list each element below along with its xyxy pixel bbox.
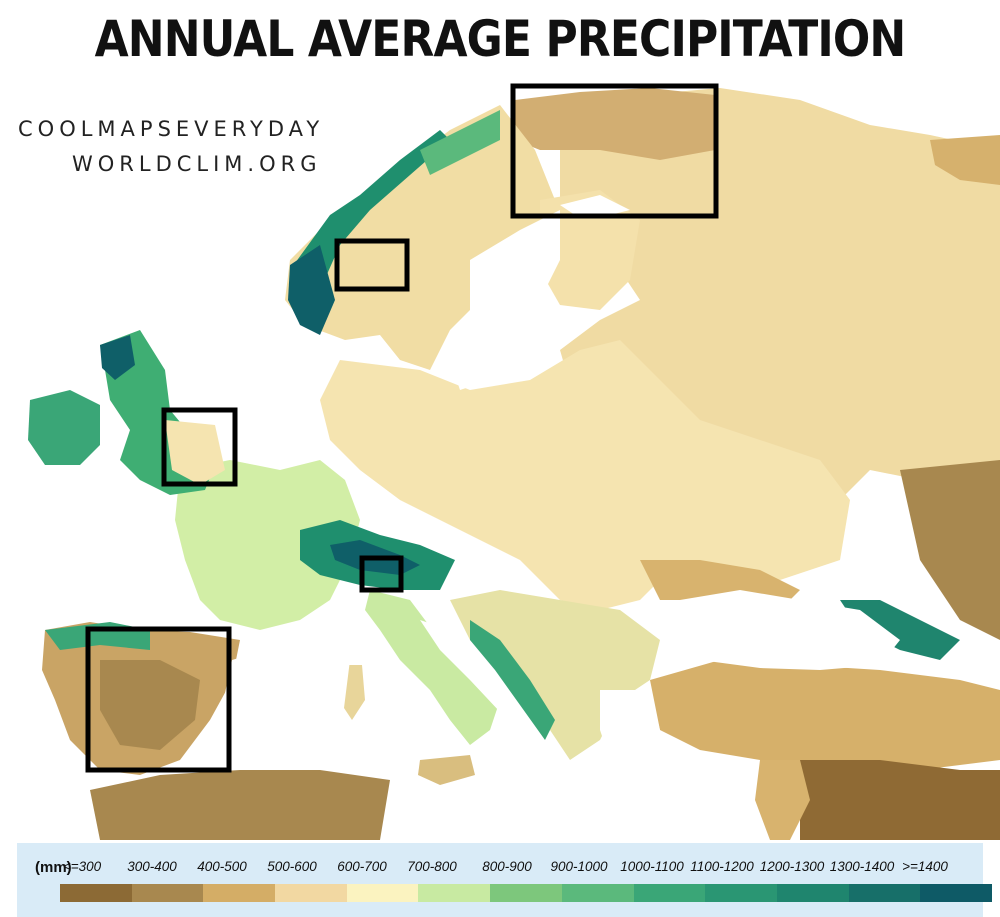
land-finland bbox=[540, 190, 640, 310]
credit-author: COOLMAPSEVERYDAY bbox=[18, 117, 325, 141]
legend-unit: (mm) bbox=[35, 859, 72, 876]
baltic-sea bbox=[450, 210, 560, 390]
aegean-sea bbox=[600, 690, 660, 760]
mediterranean-west bbox=[215, 640, 350, 770]
box-north-russia bbox=[510, 83, 719, 219]
legend-swatch bbox=[346, 884, 419, 902]
legend-label: 1100-1200 bbox=[690, 859, 754, 874]
highlight-boxes bbox=[85, 83, 719, 773]
land-north-africa bbox=[90, 770, 390, 840]
legend-swatch bbox=[776, 884, 850, 902]
legend-swatch bbox=[561, 884, 635, 902]
legend-swatch bbox=[490, 884, 563, 902]
land-siberia-coast bbox=[930, 135, 1000, 185]
land-france bbox=[175, 460, 360, 630]
land-ireland bbox=[28, 390, 100, 465]
land-sardinia bbox=[342, 665, 365, 720]
legend: (mm) <=300 300-400 400-500 500-600 600-700 70… bbox=[17, 843, 993, 917]
box-norway-interior bbox=[334, 238, 410, 292]
land-levant bbox=[755, 760, 810, 840]
land-norway-ne bbox=[420, 110, 500, 175]
legend-swatch bbox=[60, 884, 133, 902]
legend-swatch bbox=[131, 884, 204, 902]
legend-label: 300-400 bbox=[127, 859, 177, 874]
map-title: ANNUAL AVERAGE PRECIPITATION bbox=[94, 10, 907, 68]
legend-label: 900-1000 bbox=[550, 859, 608, 874]
legend-swatch bbox=[203, 884, 276, 902]
legend-label: >=1400 bbox=[902, 859, 948, 874]
land-dinaric bbox=[470, 620, 555, 740]
land-anatolia bbox=[650, 660, 1000, 770]
legend-label: 400-500 bbox=[197, 859, 247, 874]
legend-label: 1200-1300 bbox=[759, 859, 825, 874]
credit-source: WORLDCLIM.ORG bbox=[72, 152, 322, 176]
white-sea bbox=[560, 195, 630, 215]
water-bodies bbox=[215, 195, 900, 770]
land-iberia-interior bbox=[100, 660, 200, 750]
black-sea bbox=[670, 590, 900, 670]
legend-swatch bbox=[275, 884, 348, 902]
legend-label: 1300-1400 bbox=[829, 859, 895, 874]
legend-label: 700-800 bbox=[407, 859, 457, 874]
box-po-valley bbox=[359, 555, 404, 593]
land-central-europe bbox=[320, 340, 850, 610]
adriatic-sea bbox=[420, 620, 520, 712]
land-kola bbox=[515, 88, 715, 160]
land-england-east bbox=[165, 420, 225, 485]
legend-swatch bbox=[633, 884, 706, 902]
legend-label: 800-900 bbox=[482, 859, 532, 874]
land-sicily bbox=[418, 755, 475, 785]
legend-label: <=300 bbox=[62, 859, 102, 874]
legend-swatch bbox=[418, 884, 491, 902]
box-east-england bbox=[161, 407, 238, 487]
land-norway-coast bbox=[290, 130, 450, 300]
legend-label: 1000-1100 bbox=[620, 859, 684, 874]
land-norway-southwest bbox=[288, 245, 335, 335]
land-scandinavia bbox=[285, 105, 555, 370]
land-caspian-steppe bbox=[900, 460, 1000, 640]
legend-label: 600-700 bbox=[337, 859, 387, 874]
land-scotland-west bbox=[100, 335, 135, 380]
legend-swatch bbox=[920, 884, 993, 902]
legend-label: 500-600 bbox=[267, 859, 317, 874]
land-caucasus bbox=[840, 600, 960, 660]
land-italy bbox=[365, 590, 500, 745]
legend-swatch bbox=[705, 884, 778, 902]
box-iberia bbox=[85, 626, 232, 773]
land-middle-east bbox=[800, 760, 1000, 840]
legend-swatch bbox=[848, 884, 921, 902]
